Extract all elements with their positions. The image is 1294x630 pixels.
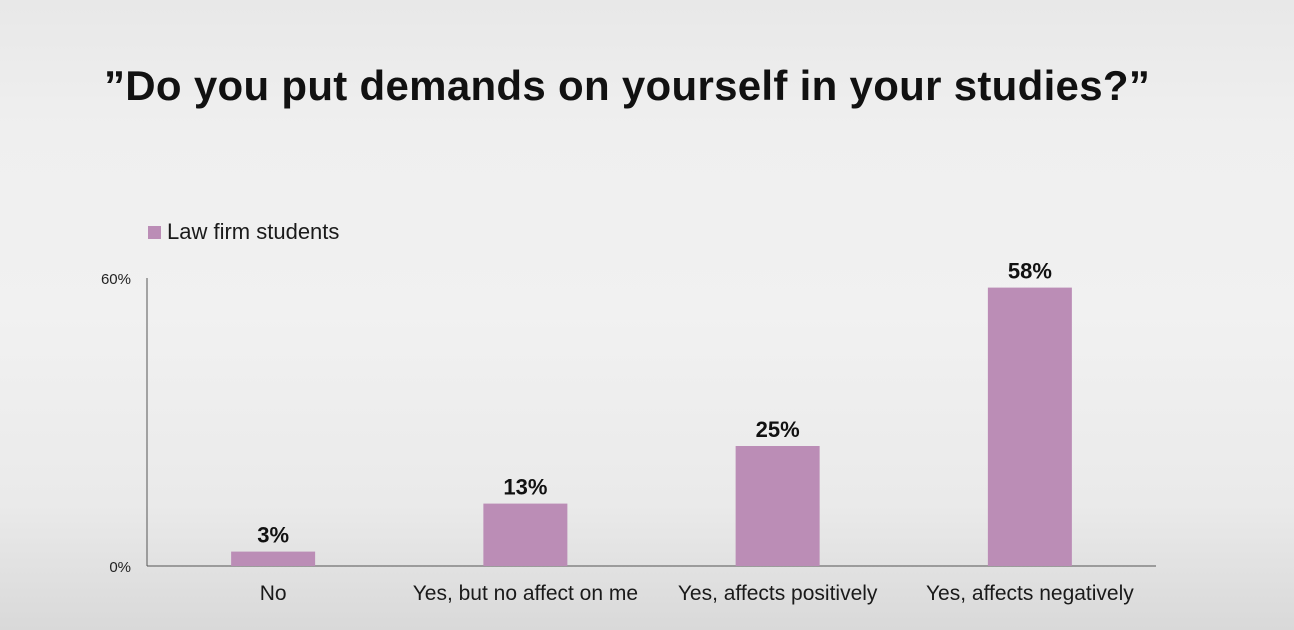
x-tick-label: Yes, affects positively [678, 582, 878, 605]
legend-swatch [148, 225, 161, 239]
chart-bars [231, 287, 1072, 566]
chart-axes: 0% 60% [101, 271, 1156, 576]
chart-labels: 3% No 13% Yes, but no affect on me 25% Yes, a… [257, 259, 1134, 605]
data-label: 25% [756, 417, 800, 442]
bar [987, 287, 1072, 566]
y-tick-label: 0% [109, 559, 131, 576]
bar [735, 446, 820, 566]
x-tick-label: No [260, 582, 287, 605]
data-label: 58% [1008, 259, 1052, 284]
bar [483, 503, 568, 566]
legend-label: Law firm students [167, 219, 340, 244]
y-tick-label: 60% [101, 271, 131, 288]
data-label: 13% [503, 475, 547, 500]
bar [231, 551, 316, 566]
data-label: 3% [257, 523, 289, 548]
x-tick-label: Yes, affects negatively [926, 582, 1134, 605]
legend: Law firm students [148, 219, 339, 245]
x-tick-label: Yes, but no affect on me [413, 582, 638, 605]
chart-title: ”Do you put demands on yourself in your … [104, 62, 1151, 109]
